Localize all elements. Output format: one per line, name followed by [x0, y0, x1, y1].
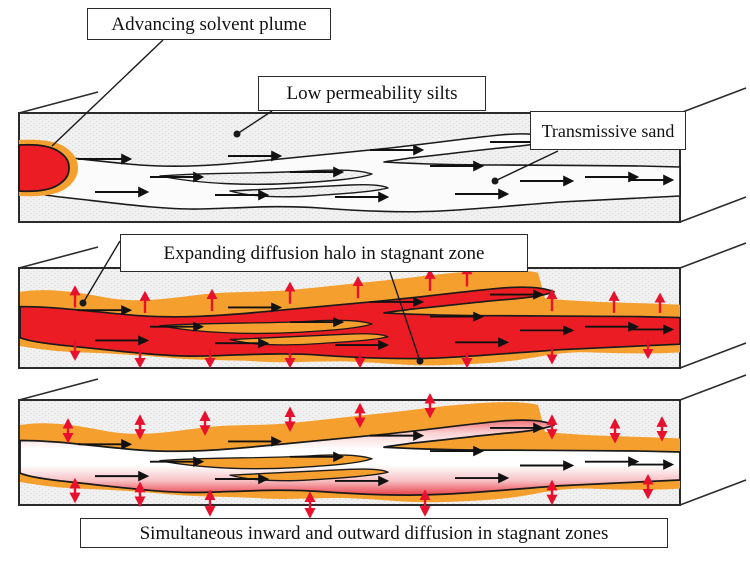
label-simultaneous-diffusion: Simultaneous inward and outward diffusio… [80, 518, 668, 548]
panel-2-expanding-halo [18, 242, 747, 369]
block-back-edge [679, 479, 747, 506]
block-back-edge [679, 342, 747, 369]
block-back-edge [679, 374, 747, 401]
block-back-edge [18, 91, 99, 114]
block-back-edge [18, 246, 99, 269]
label-advancing-solvent-plume: Advancing solvent plume [87, 8, 331, 40]
leader-sand [494, 150, 559, 182]
leader-halo-right [389, 271, 421, 362]
leader-dot [416, 357, 424, 365]
label-expanding-diffusion-halo: Expanding diffusion halo in stagnant zon… [120, 234, 528, 272]
panel-3-back-diffusion [18, 374, 747, 519]
bidirectional-diffusion-arrows [62, 393, 668, 519]
solvent-plume [18, 143, 70, 193]
leader-lines [51, 39, 559, 365]
leader-dot [233, 130, 241, 138]
block-back-edge [679, 87, 747, 114]
block-back-edge [679, 196, 747, 223]
outward-diffusion-arrows [69, 264, 666, 369]
leader-dot [79, 299, 87, 307]
leader-halo-left [82, 240, 121, 304]
block-back-edge [679, 242, 747, 269]
block-back-edge [18, 378, 99, 401]
leader-plume [51, 39, 164, 147]
label-transmissive-sand: Transmissive sand [530, 111, 686, 150]
leader-silts [236, 110, 273, 135]
label-low-permeability-silts: Low permeability silts [258, 76, 486, 111]
leader-dot [491, 177, 499, 185]
